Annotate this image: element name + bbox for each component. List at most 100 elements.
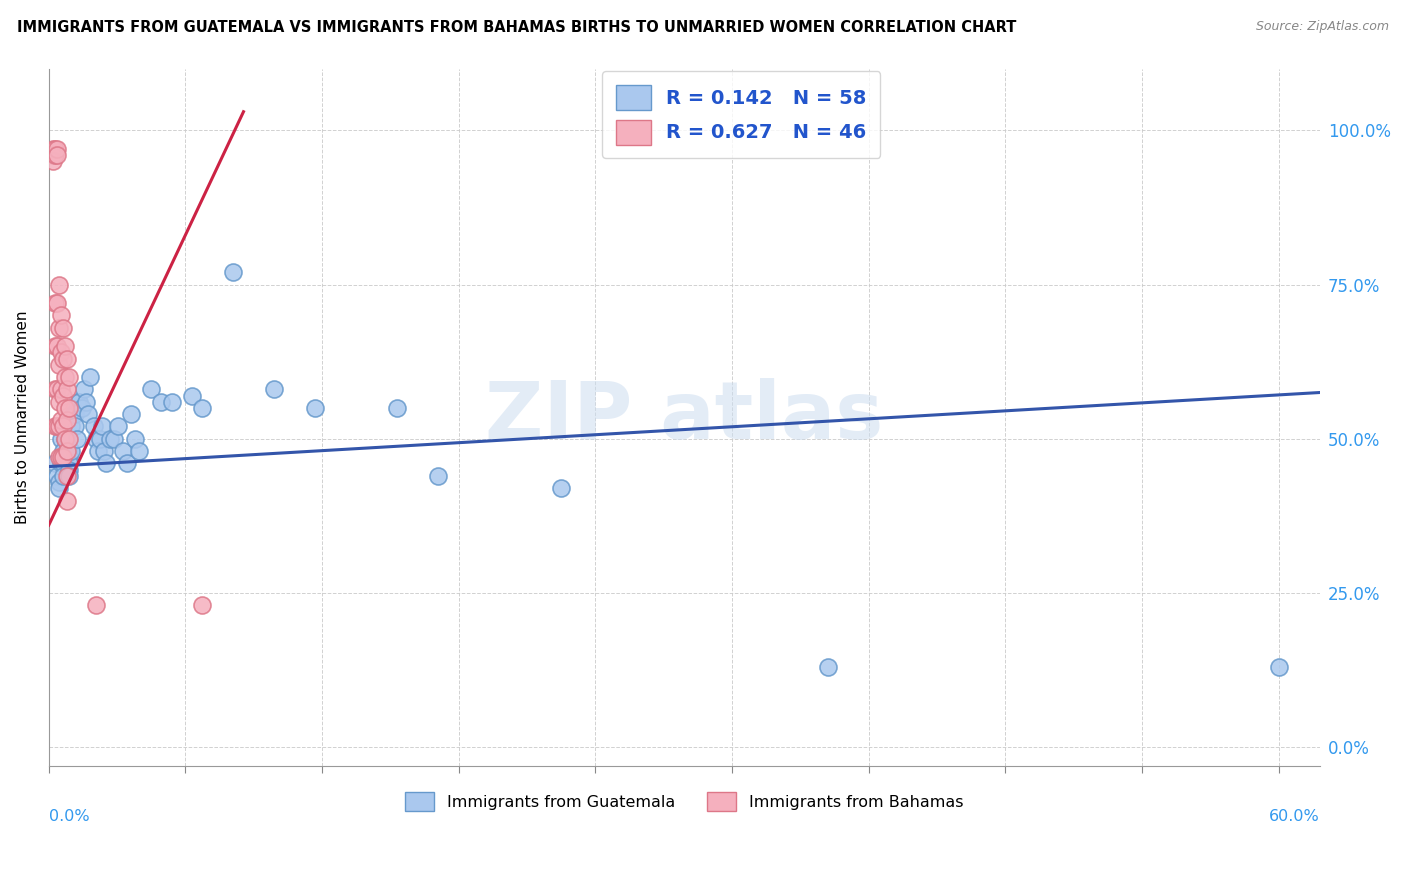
Point: [160, 394, 183, 409]
Point: [91, 419, 114, 434]
Point: [52, 457, 75, 471]
Point: [107, 419, 129, 434]
Point: [120, 407, 142, 421]
Legend: Immigrants from Guatemala, Immigrants from Bahamas: Immigrants from Guatemala, Immigrants fr…: [399, 786, 970, 817]
Point: [304, 401, 326, 415]
Point: [65, 407, 87, 421]
Point: [94, 457, 117, 471]
Point: [48, 277, 70, 292]
Point: [1267, 660, 1289, 674]
Point: [44, 142, 66, 156]
Text: 0.0%: 0.0%: [49, 809, 90, 824]
Point: [58, 432, 80, 446]
Point: [75, 394, 97, 409]
Point: [58, 450, 80, 465]
Point: [44, 383, 66, 397]
Y-axis label: Births to Unmarried Women: Births to Unmarried Women: [15, 310, 30, 524]
Point: [56, 351, 79, 366]
Point: [60, 444, 83, 458]
Point: [70, 401, 93, 415]
Point: [46, 383, 69, 397]
Point: [46, 419, 69, 434]
Point: [52, 389, 75, 403]
Point: [48, 475, 70, 489]
Point: [53, 432, 76, 446]
Point: [46, 142, 69, 156]
Point: [58, 444, 80, 458]
Point: [42, 142, 65, 156]
Point: [62, 407, 84, 421]
Point: [49, 413, 72, 427]
Point: [69, 394, 91, 409]
Point: [48, 419, 70, 434]
Point: [46, 468, 69, 483]
Point: [48, 320, 70, 334]
Point: [817, 660, 839, 674]
Point: [60, 419, 83, 434]
Point: [48, 394, 70, 409]
Point: [49, 432, 72, 446]
Point: [46, 148, 69, 162]
Point: [387, 401, 409, 415]
Point: [56, 413, 79, 427]
Point: [124, 432, 146, 446]
Point: [79, 370, 101, 384]
Point: [49, 345, 72, 359]
Point: [263, 383, 285, 397]
Point: [191, 401, 214, 415]
Point: [66, 394, 89, 409]
Point: [48, 481, 70, 495]
Text: IMMIGRANTS FROM GUATEMALA VS IMMIGRANTS FROM BAHAMAS BIRTHS TO UNMARRIED WOMEN C: IMMIGRANTS FROM GUATEMALA VS IMMIGRANTS …: [17, 20, 1017, 35]
Point: [98, 432, 121, 446]
Point: [52, 351, 75, 366]
Point: [53, 432, 76, 446]
Point: [52, 320, 75, 334]
Point: [52, 419, 75, 434]
Point: [58, 468, 80, 483]
Point: [56, 493, 79, 508]
Point: [52, 450, 75, 465]
Point: [58, 401, 80, 415]
Point: [141, 383, 163, 397]
Point: [58, 463, 80, 477]
Point: [72, 383, 94, 397]
Point: [181, 389, 204, 403]
Point: [52, 444, 75, 458]
Point: [53, 370, 76, 384]
Point: [46, 339, 69, 353]
Point: [44, 419, 66, 434]
Point: [128, 444, 150, 458]
Point: [49, 457, 72, 471]
Point: [65, 419, 87, 434]
Text: 60.0%: 60.0%: [1270, 809, 1320, 824]
Point: [42, 154, 65, 169]
Point: [550, 481, 572, 495]
Point: [84, 432, 107, 446]
Point: [44, 339, 66, 353]
Point: [48, 450, 70, 465]
Point: [103, 432, 125, 446]
Point: [53, 339, 76, 353]
Point: [76, 407, 98, 421]
Point: [53, 401, 76, 415]
Point: [56, 383, 79, 397]
Point: [58, 457, 80, 471]
Point: [66, 432, 89, 446]
Point: [49, 383, 72, 397]
Point: [427, 468, 450, 483]
Point: [222, 265, 245, 279]
Point: [42, 148, 65, 162]
Point: [48, 358, 70, 372]
Point: [56, 444, 79, 458]
Point: [84, 599, 107, 613]
Text: Source: ZipAtlas.com: Source: ZipAtlas.com: [1256, 20, 1389, 33]
Point: [46, 296, 69, 310]
Point: [191, 599, 214, 613]
Point: [56, 444, 79, 458]
Point: [44, 457, 66, 471]
Point: [49, 309, 72, 323]
Point: [83, 419, 105, 434]
Point: [150, 394, 173, 409]
Point: [93, 444, 115, 458]
Point: [56, 468, 79, 483]
